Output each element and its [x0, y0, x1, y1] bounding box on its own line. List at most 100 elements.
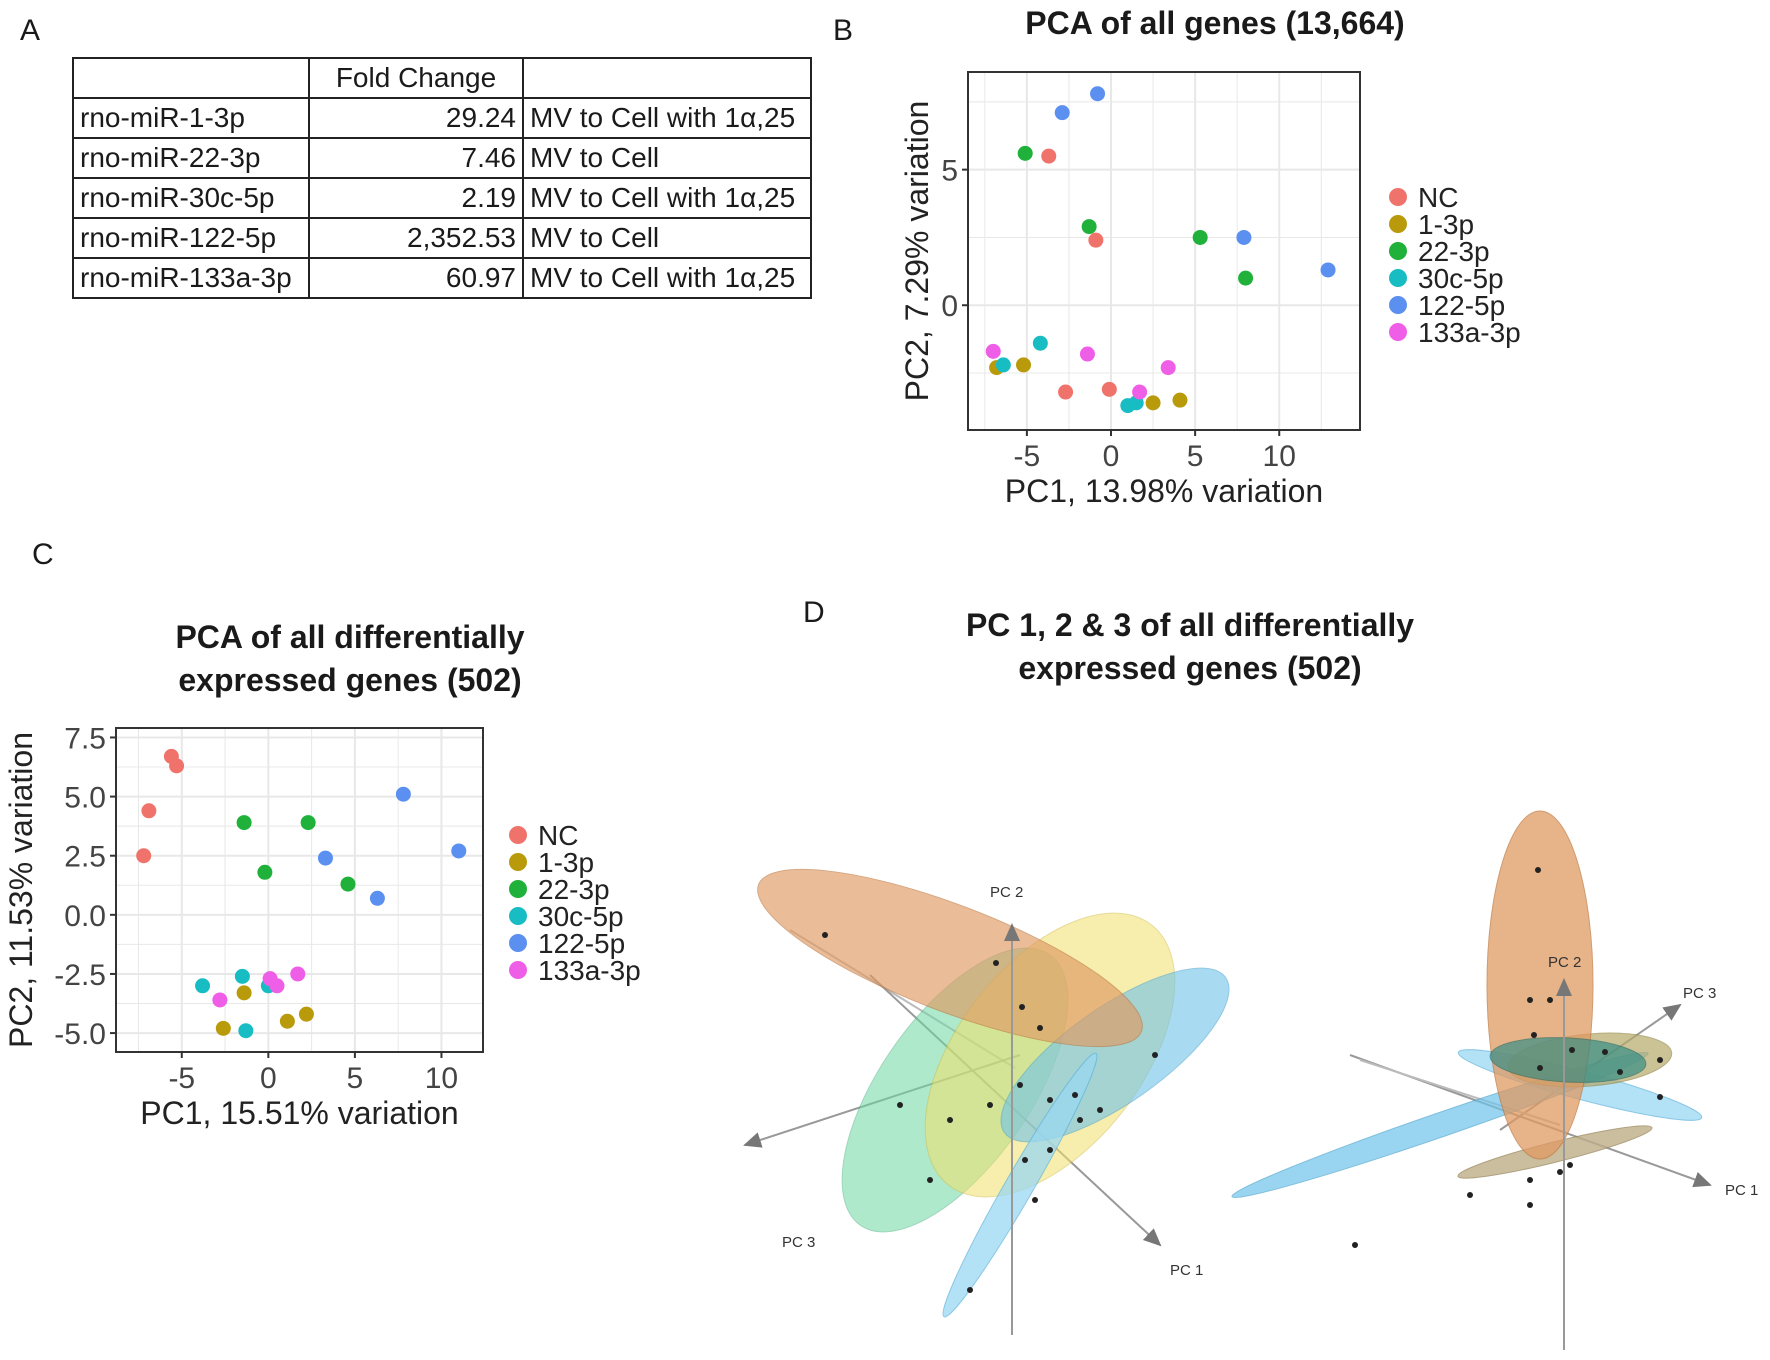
legend-label: 30c-5p [1418, 263, 1504, 294]
y-axis-label: PC2, 11.53% variation [3, 732, 39, 1048]
x-tick-label: 5 [1187, 440, 1204, 473]
data-point-22-3p [1017, 145, 1033, 161]
x-tick-label: 0 [260, 1062, 277, 1095]
data-point-30c-5p [234, 968, 250, 984]
x-tick-label: 5 [347, 1062, 364, 1095]
data-point-30c-5p [995, 357, 1011, 373]
pca-3d-plot-right: PC 2 PC 3 PC 1 [1231, 810, 1758, 1350]
ellipse-orange [1486, 810, 1594, 1160]
y-tick-label: 5 [941, 155, 958, 188]
fold-change-table: Fold Change rno-miR-1-3p 29.24 MV to Cel… [72, 57, 812, 299]
fold-change-table-wrapper: Fold Change rno-miR-1-3p 29.24 MV to Cel… [72, 57, 812, 299]
data-point-NC [1058, 384, 1074, 400]
data-point-133a-3p [1160, 360, 1176, 376]
x-tick-label: 0 [1103, 440, 1120, 473]
data-point-NC [141, 803, 157, 819]
data-point-22-3p [1238, 270, 1254, 286]
legend-label: 122-5p [1418, 290, 1505, 321]
data-point-30c-5p [1032, 335, 1048, 351]
pca-de-genes-chart: -5 0 5 10 -5.0 -2.5 0.0 2.5 5.0 7.5 PC1, 15.51% va… [3, 722, 641, 1131]
legend-key [1389, 188, 1407, 206]
data-point-22-3p [257, 864, 273, 880]
data-point-30c-5p [238, 1023, 254, 1039]
chart-c-title: PCA of all differentially expressed gene… [175, 619, 525, 698]
data-point-NC [1101, 381, 1117, 397]
data-point-1-3p [1145, 395, 1161, 411]
data-point-122-5p [451, 843, 467, 859]
y-tick-label: -5.0 [54, 1018, 106, 1051]
data-point-122-5p [1320, 262, 1336, 278]
table-cell-fold-change: 2,352.53 [308, 217, 524, 259]
pca-3d-plot-left: PC 2 PC 3 PC 1 [743, 868, 1230, 1335]
data-point-NC [169, 758, 185, 774]
data-point-22-3p [1081, 219, 1097, 235]
plot-frame [115, 727, 484, 1053]
data-point-122-5p [317, 850, 333, 866]
table-cell-direction: MV to Cell [522, 137, 812, 179]
table-cell-direction: MV to Cell with 1α,25 [522, 97, 812, 139]
x-tick-label: -5 [168, 1062, 195, 1095]
legend-label: 30c-5p [538, 901, 624, 932]
legend-key [1389, 269, 1407, 287]
panel-label-c: C [32, 538, 54, 571]
legend-label: 122-5p [538, 928, 625, 959]
y-tick-label: 5.0 [64, 782, 106, 815]
data-point-122-5p [1236, 229, 1252, 245]
pc1-axis-label: PC 1 [1725, 1182, 1758, 1199]
table-header-cell [72, 57, 310, 99]
table-row: rno-miR-122-5p 2,352.53 MV to Cell [72, 217, 812, 259]
data-point-NC [136, 848, 152, 864]
pc1-axis-label: PC 1 [1170, 1262, 1203, 1279]
table-cell-direction: MV to Cell [522, 217, 812, 259]
legend-key [1389, 215, 1407, 233]
table-row: rno-miR-30c-5p 2.19 MV to Cell with 1α,2… [72, 177, 812, 219]
data-point-133a-3p [985, 343, 1001, 359]
legend-key [509, 826, 527, 844]
data-point-1-3p [215, 1020, 231, 1036]
table-row: rno-miR-22-3p 7.46 MV to Cell [72, 137, 812, 179]
x-axis-label: PC1, 15.51% variation [140, 1095, 458, 1131]
legend-label: 22-3p [1418, 236, 1490, 267]
table-cell-fold-change: 60.97 [308, 257, 524, 299]
legend-label: 1-3p [538, 847, 594, 878]
table-header-cell: Fold Change [308, 57, 524, 99]
data-point-1-3p [1172, 392, 1188, 408]
legend-label: 133a-3p [1418, 317, 1521, 348]
legend-key [509, 907, 527, 925]
ellipse-teal [1489, 1037, 1647, 1083]
table-cell-direction: MV to Cell with 1α,25 [522, 177, 812, 219]
panel-d-title: PC 1, 2 & 3 of all differentially expres… [965, 607, 1415, 686]
y-tick-label: 0 [941, 290, 958, 323]
y-tick-label: 7.5 [64, 722, 106, 755]
table-cell-mirna: rno-miR-22-3p [72, 137, 310, 179]
legend-key [509, 880, 527, 898]
grid [968, 72, 1360, 430]
pc2-axis-label: PC 2 [1548, 954, 1581, 971]
legend-label: 22-3p [538, 874, 610, 905]
data-point-133a-3p [1132, 384, 1148, 400]
table-header-row: Fold Change [72, 57, 812, 99]
y-tick-label: 0.0 [64, 900, 106, 933]
data-point-22-3p [236, 815, 252, 831]
legend-key [1389, 323, 1407, 341]
data-point-NC [1041, 148, 1057, 164]
ellipse-orange [757, 868, 1143, 1048]
table-row: rno-miR-1-3p 29.24 MV to Cell with 1α,25 [72, 97, 812, 139]
x-tick-label: 10 [1263, 440, 1296, 473]
table-cell-direction: MV to Cell with 1α,25 [522, 257, 812, 299]
data-point-22-3p [340, 876, 356, 892]
x-axis-label: PC1, 13.98% variation [1005, 473, 1323, 509]
data-point-133a-3p [1079, 346, 1095, 362]
panel-label-a: A [20, 14, 41, 47]
table-cell-mirna: rno-miR-30c-5p [72, 177, 310, 219]
data-point-30c-5p [195, 978, 211, 994]
data-point-22-3p [300, 815, 316, 831]
ellipse-light-blue [942, 1052, 1098, 1318]
table-cell-fold-change: 29.24 [308, 97, 524, 139]
legend-key [509, 853, 527, 871]
point-cloud [1352, 867, 1663, 1248]
table-cell-mirna: rno-miR-133a-3p [72, 257, 310, 299]
data-point-NC [1088, 232, 1104, 248]
table-cell-mirna: rno-miR-122-5p [72, 217, 310, 259]
